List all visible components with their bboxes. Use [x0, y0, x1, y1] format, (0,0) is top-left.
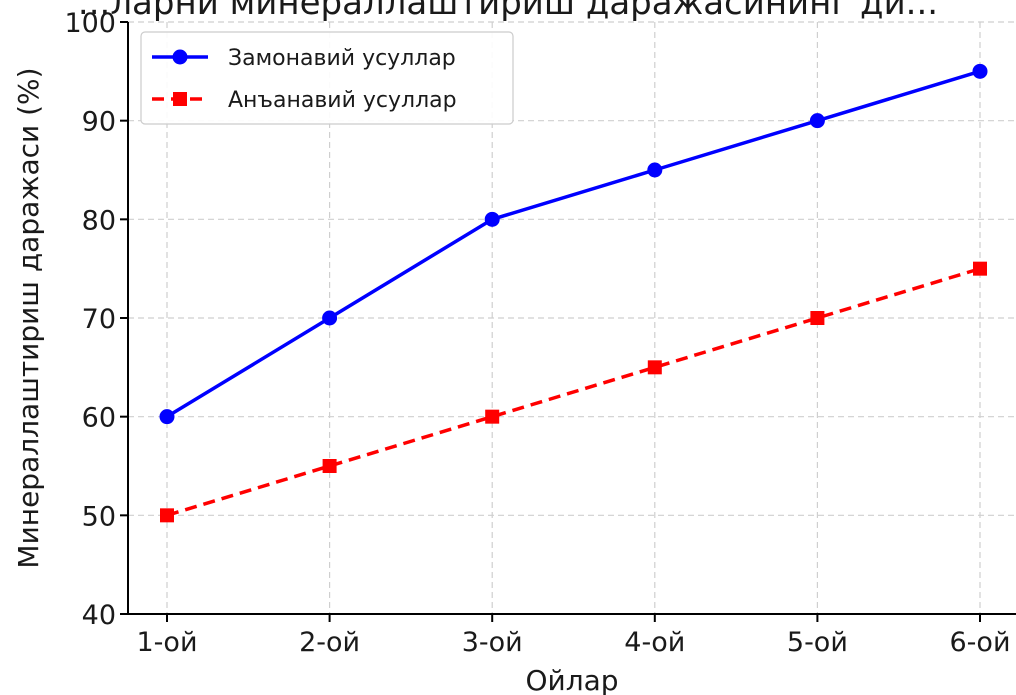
data-point: [484, 211, 500, 227]
x-tick-label: 2-ой: [299, 627, 360, 658]
x-axis-label: Ойлар: [525, 664, 618, 695]
x-ticks: 1-ой 2-ой 3-ой 4-ой 5-ой 6-ой: [137, 614, 1011, 658]
y-ticks: 40 50 60 70 80 90 100: [64, 8, 128, 631]
data-point: [809, 113, 825, 129]
data-point: [322, 310, 338, 326]
data-point: [972, 63, 988, 79]
legend-label: Замонавий усуллар: [228, 46, 456, 71]
series-group: [159, 63, 988, 523]
legend-item: Анъанавий усуллар: [152, 88, 457, 113]
x-tick-label: 5-ой: [787, 627, 848, 658]
legend-item: Замонавий усуллар: [152, 46, 456, 71]
x-tick-label: 1-ой: [137, 627, 198, 658]
series-line: [166, 266, 981, 518]
data-point: [647, 360, 662, 375]
y-tick-label: 70: [82, 304, 116, 335]
y-tick-label: 50: [82, 501, 116, 532]
x-tick-label: 3-ой: [462, 627, 523, 658]
data-point: [159, 409, 175, 425]
data-point: [485, 409, 500, 424]
data-point: [973, 261, 987, 276]
legend-label: Анъанавий усуллар: [228, 88, 457, 113]
series-1: [159, 63, 988, 425]
series-2: [160, 261, 987, 523]
series-line: [166, 69, 981, 419]
x-tick-label: 4-ой: [624, 627, 685, 658]
y-tick-label: 80: [82, 205, 116, 236]
y-tick-label: 60: [82, 403, 116, 434]
y-tick-label: 40: [82, 600, 116, 631]
chart-title: ...ларни минераллаштириш даражасининг ди…: [78, 0, 938, 23]
x-tick-label: 6-ой: [950, 627, 1011, 658]
data-point: [647, 162, 663, 178]
y-tick-label: 100: [64, 8, 116, 39]
y-tick-label: 90: [82, 107, 116, 138]
legend-marker: [172, 49, 188, 65]
data-point: [160, 508, 174, 523]
legend: Замонавий усуллар Анъанавий усуллар: [140, 31, 514, 125]
legend-box: [140, 31, 514, 125]
data-point: [810, 311, 825, 325]
legend-marker: [173, 92, 187, 106]
data-point: [322, 459, 337, 473]
y-axis-label: Минераллаштириш даражаси (%): [12, 67, 45, 568]
